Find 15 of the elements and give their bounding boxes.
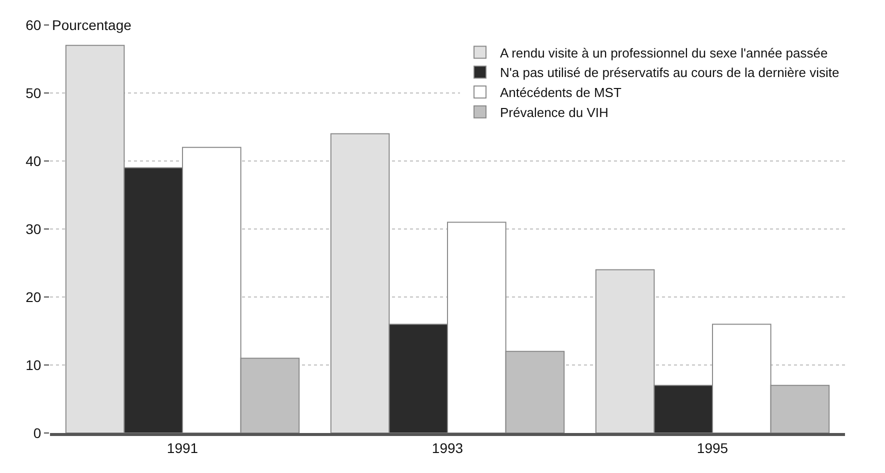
legend-label: N'a pas utilisé de préservatifs au cours de la dernière visite [500, 65, 840, 80]
y-tick-label: 60 [26, 16, 42, 33]
legend-label: Antécédents de MST [500, 85, 622, 100]
legend-label: A rendu visite à un professionnel du sexe l'année passée [500, 45, 828, 60]
x-tick-label: 1993 [432, 440, 464, 456]
y-tick-label: 0 [33, 424, 42, 441]
y-tick-label: 10 [26, 356, 42, 373]
y-axis-title: Pourcentage [52, 17, 132, 33]
y-tick-label: 30 [26, 220, 42, 237]
y-tick-label: 20 [26, 288, 42, 305]
x-tick-label: 1991 [166, 440, 198, 456]
y-tick-label: 40 [26, 152, 42, 169]
legend-label: Prévalence du VIH [500, 104, 608, 120]
y-tick-label: 50 [26, 84, 42, 101]
x-tick-label: 1995 [696, 440, 728, 456]
